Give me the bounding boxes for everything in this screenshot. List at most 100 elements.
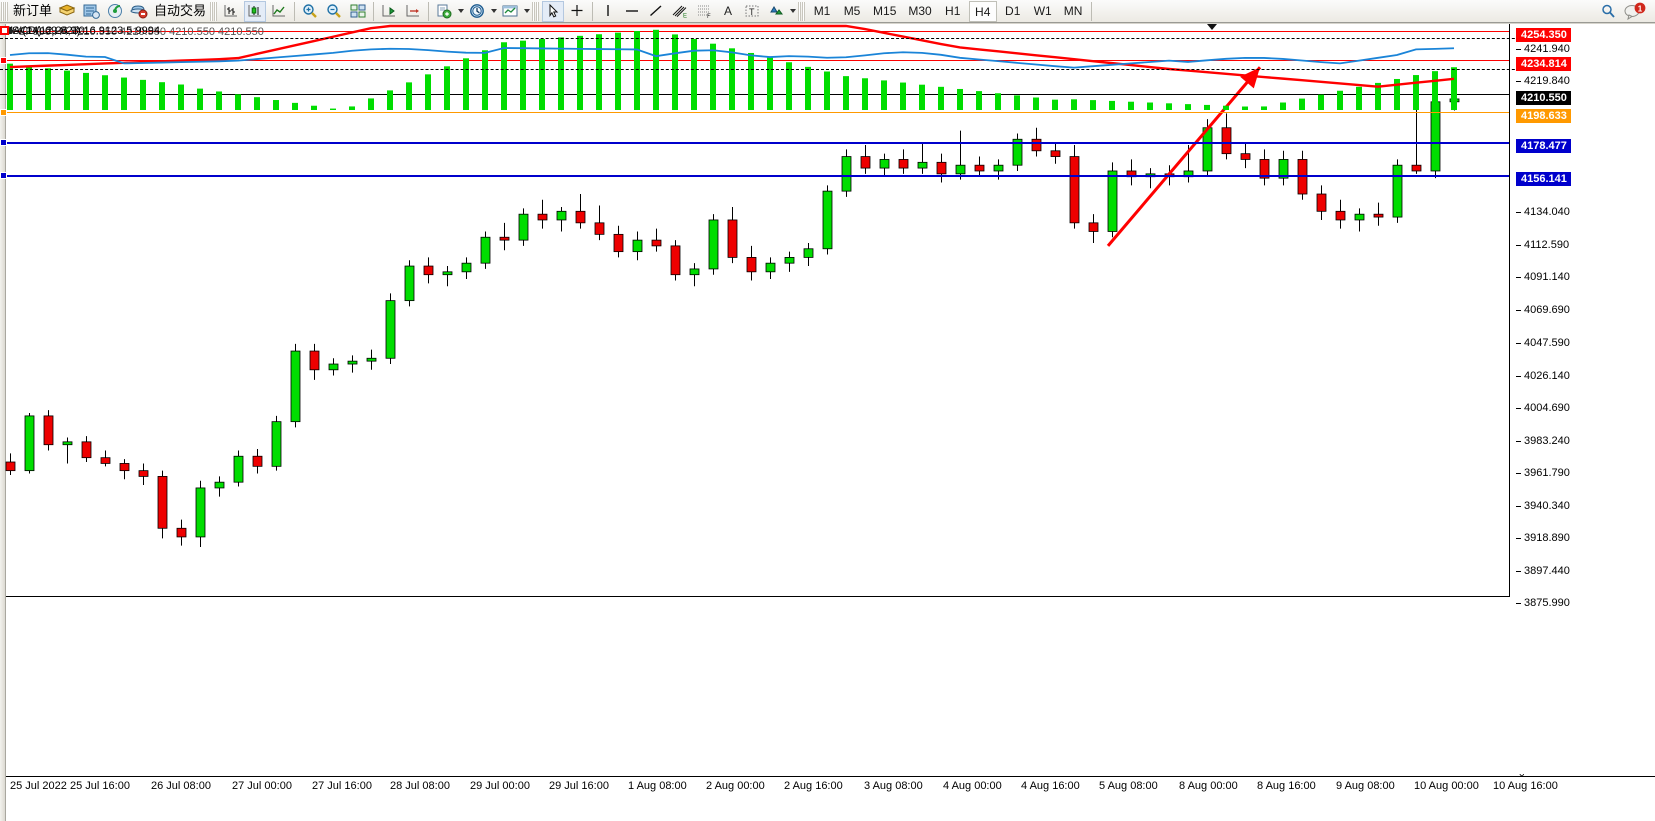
level-handle-4156141[interactable] [0,172,7,179]
new-order-button[interactable]: 新订单 [13,3,53,18]
level-line-4198633[interactable] [0,112,1509,113]
time-axis-label: 28 Jul 08:00 [390,780,450,792]
chart-left-scrollbar[interactable] [0,24,6,821]
chart-scroll-marker[interactable] [1207,24,1217,30]
zoom-in-icon[interactable] [299,1,321,22]
rsi-pane[interactable]: RSI(14) 69.8230 [0,25,1655,767]
price-label-4198633[interactable]: 4198.633 [1516,109,1571,123]
level-handle-4234814[interactable] [0,57,7,64]
horizontal-line-icon[interactable] [621,1,643,22]
expert-advisor-icon[interactable] [56,1,78,22]
trendline-icon[interactable] [645,1,667,22]
time-axis-label: 25 Jul 16:00 [70,780,130,792]
price-scale[interactable]: 4241.940 4219.840 4134.040 4112.590 4091… [1516,26,1655,774]
time-axis-label: 9 Aug 08:00 [1336,780,1395,792]
timeframe-m15[interactable]: M15 [873,3,897,18]
equidistant-channel-icon[interactable]: E [669,1,691,22]
chart-window[interactable]: SP500,H4 4210.550 4210.550 4210.550 4210… [0,23,1655,821]
price-pane[interactable]: SP500,H4 4210.550 4210.550 4210.550 4210… [0,24,1510,597]
price-tick-3940340: 3940.340 [1516,500,1570,512]
toolbar-separator-3 [428,1,430,21]
timeframe-m1[interactable]: M1 [813,3,831,18]
toolbar-separator [294,1,296,21]
tile-windows-icon[interactable] [347,1,369,22]
rsi-level-80 [0,38,1655,39]
auto-trading-icon[interactable] [128,1,150,22]
crosshair-icon[interactable] [566,1,588,22]
price-label-4156141[interactable]: 4156.141 [1516,172,1571,186]
indicators-dropdown-arrow[interactable] [456,1,465,22]
timeframe-d1[interactable]: D1 [1005,3,1021,18]
data-window-icon[interactable] [80,1,102,22]
main-toolbar: 新订单 自动交易 [0,0,1655,23]
search-icon[interactable] [1598,1,1620,22]
chart-title-marker[interactable] [0,26,9,35]
level-line-4156141[interactable] [0,175,1509,177]
time-axis-label: 27 Jul 00:00 [232,780,292,792]
price-tick-3983240: 3983.240 [1516,435,1570,447]
price-label-4254350[interactable]: 4254.350 [1516,28,1571,42]
cursor-icon[interactable] [542,0,565,22]
level-line-4210550[interactable] [0,94,1509,95]
time-axis[interactable]: 25 Jul 2022 25 Jul 16:00 26 Jul 08:00 27 Ju… [6,776,1655,821]
chart-title-arrow-icon [8,27,15,35]
time-axis-label: 2 Aug 16:00 [784,780,843,792]
shapes-icon[interactable] [765,1,787,22]
toolbar-grip-4[interactable] [798,1,806,21]
templates-icon[interactable] [499,1,521,22]
macd-pane[interactable]: MACD(12,26,9) 16.9123 5.9994 [0,24,1510,689]
candlestick-chart-icon[interactable] [244,0,267,22]
text-icon[interactable]: A [724,4,733,18]
shapes-dropdown-arrow[interactable] [788,1,797,22]
zoom-out-icon[interactable] [323,1,345,22]
vertical-line-icon[interactable] [597,1,619,22]
templates-dropdown-arrow[interactable] [522,1,531,22]
toolbar-grip-3[interactable] [532,1,540,21]
level-line-4254350[interactable] [0,31,1509,32]
macd-label: MACD(12,26,9) 16.9123 5.9994 [4,25,160,37]
level-handle-4198633[interactable] [0,109,7,116]
periods-icon[interactable] [466,1,488,22]
price-label-4178477[interactable]: 4178.477 [1516,139,1571,153]
fibonacci-icon[interactable]: F [693,1,715,22]
signals-icon[interactable] [104,1,126,22]
indicators-icon[interactable] [433,1,455,22]
time-axis-label: 10 Aug 00:00 [1414,780,1479,792]
timeframe-mn[interactable]: MN [1063,3,1083,18]
level-line-4234814[interactable] [0,60,1509,61]
svg-text:F: F [707,14,711,19]
timeframe-m30[interactable]: M30 [908,3,932,18]
notifications-icon[interactable]: 1 [1622,1,1648,22]
auto-trading-button[interactable]: 自动交易 [154,3,207,18]
chart-title: SP500,H4 4210.550 4210.550 4210.550 4210… [18,26,264,38]
text-label-icon[interactable]: T [741,1,763,22]
level-handle-4178477[interactable] [0,139,7,146]
price-tick-3918890: 3918.890 [1516,532,1570,544]
timeframe-w1[interactable]: W1 [1033,3,1052,18]
bar-chart-icon[interactable] [220,1,242,22]
price-label-4234814[interactable]: 4234.814 [1516,57,1571,71]
price-tick-4047590: 4047.590 [1516,337,1570,349]
timeframe-h1[interactable]: H1 [945,3,961,18]
timeframe-h4[interactable]: H4 [968,0,997,22]
trend-arrow[interactable] [1106,66,1262,247]
rsi-label: RSI(14) 69.8230 [4,25,85,37]
timeframe-m5[interactable]: M5 [843,3,861,18]
chart-shift-icon[interactable] [378,1,400,22]
chart-autoscroll-icon[interactable] [402,1,424,22]
price-tick-4219840: 4219.840 [1516,75,1570,87]
periods-dropdown-arrow[interactable] [489,1,498,22]
price-tick-3961790: 3961.790 [1516,467,1570,479]
time-axis-label: 1 Aug 08:00 [628,780,687,792]
svg-text:T: T [749,7,755,17]
price-label-4210550[interactable]: 4210.550 [1516,91,1571,105]
price-tick-4069690: 4069.690 [1516,304,1570,316]
price-tick-3897440: 3897.440 [1516,565,1570,577]
toolbar-grip[interactable] [1,1,8,21]
level-line-4178477[interactable] [0,142,1509,144]
toolbar-separator-5 [1091,1,1093,21]
price-tick-4004690: 4004.690 [1516,402,1570,414]
toolbar-grip-2[interactable] [210,1,218,21]
line-chart-icon[interactable] [268,1,290,22]
time-axis-label: 29 Jul 16:00 [549,780,609,792]
